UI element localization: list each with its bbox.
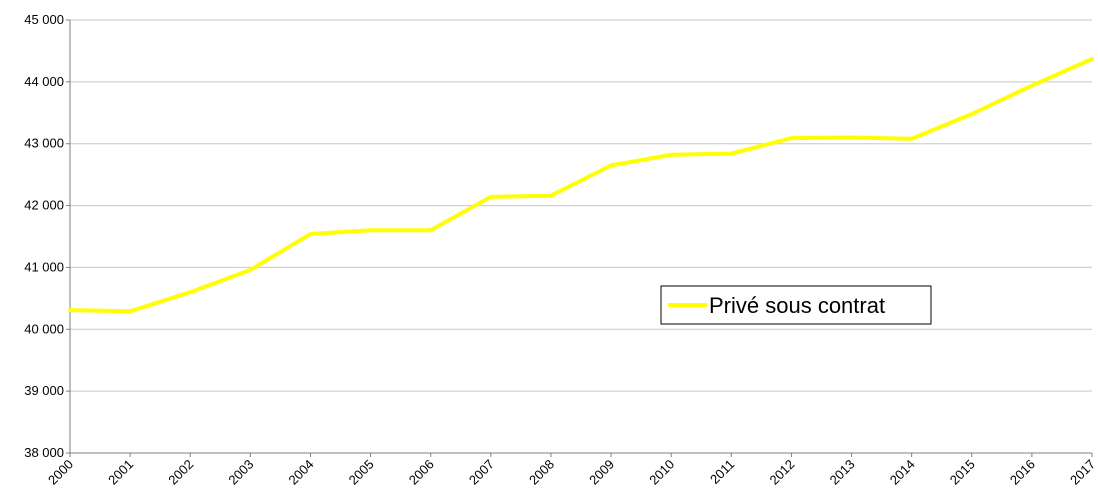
y-tick-label: 45 000 (24, 12, 64, 27)
data-point (969, 112, 974, 116)
x-tick-label: 2002 (165, 457, 196, 488)
x-tick-label: 2012 (766, 457, 797, 488)
data-point (368, 228, 373, 233)
x-tick-label: 2010 (646, 457, 677, 488)
data-point (428, 228, 433, 233)
y-tick-label: 39 000 (24, 383, 64, 398)
grid-lines (70, 19, 1092, 392)
x-tick-label: 2009 (586, 457, 617, 488)
series-lines (68, 57, 1094, 314)
data-point (669, 152, 674, 157)
data-point (548, 193, 553, 198)
data-point (488, 194, 493, 199)
x-tick-label: 2011 (707, 457, 737, 487)
y-tick-labels: 38 000 39 000 40 000 41 000 42 000 43 000 44 0… (24, 12, 70, 460)
data-point (909, 136, 914, 141)
data-point (849, 135, 854, 140)
x-tick-label: 2003 (225, 457, 256, 488)
x-tick-label: 2004 (286, 457, 317, 488)
y-tick-label: 43 000 (24, 136, 64, 151)
x-tick-label: 2000 (45, 457, 76, 488)
y-tick-label: 40 000 (24, 321, 64, 336)
x-tick-label: 2014 (887, 457, 918, 488)
x-tick-labels: 2000 2001 2002 2003 2004 2005 2006 2007 2008 2009… (45, 453, 1098, 488)
data-point (729, 151, 734, 156)
y-tick-label: 42 000 (24, 198, 64, 213)
x-tick-label: 2005 (346, 457, 377, 488)
data-point (248, 267, 253, 272)
legend: Privé sous contrat (660, 285, 932, 325)
x-tick-label: 2001 (105, 457, 136, 488)
data-point (609, 163, 614, 168)
x-tick-label: 2015 (947, 457, 978, 488)
data-point (188, 290, 193, 295)
data-point (1090, 57, 1094, 61)
x-tick-label: 2006 (406, 457, 437, 488)
x-tick-label: 2008 (526, 457, 557, 488)
data-point (308, 232, 313, 236)
data-point (128, 309, 133, 314)
data-point (1029, 83, 1034, 88)
x-tick-label: 2017 (1067, 457, 1098, 488)
series-line (69, 57, 1093, 314)
y-tick-label: 38 000 (24, 445, 64, 460)
y-tick-label: 44 000 (24, 74, 64, 89)
x-tick-label: 2013 (827, 457, 858, 488)
x-tick-label: 2007 (466, 457, 497, 488)
axes (69, 20, 1092, 454)
y-tick-label: 41 000 (24, 259, 64, 274)
data-point (789, 136, 794, 141)
x-tick-label: 2016 (1007, 457, 1038, 488)
legend-label: Privé sous contrat (709, 293, 885, 318)
data-point (68, 308, 72, 313)
